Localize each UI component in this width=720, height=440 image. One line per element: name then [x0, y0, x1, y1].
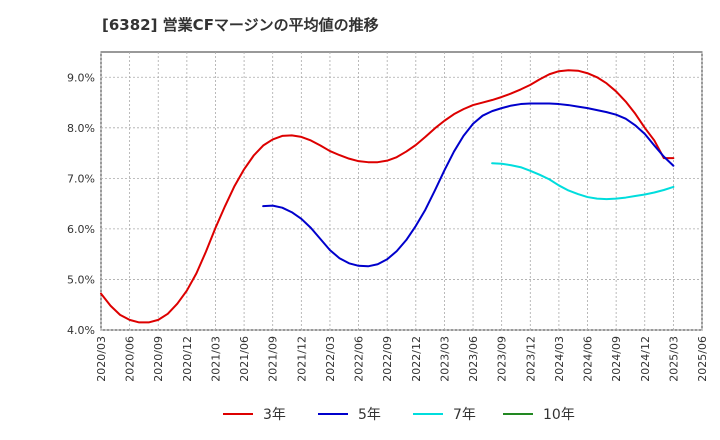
plot-frame	[100, 51, 703, 331]
chart-title: [6382] 営業CFマージンの平均値の推移	[102, 16, 379, 34]
x-tick-label: 2024/09	[610, 336, 623, 382]
x-tick-label: 2025/03	[667, 336, 680, 382]
x-tick-label: 2025/06	[696, 336, 709, 382]
x-tick-label: 2020/09	[152, 336, 165, 382]
y-tick-label: 6.0%	[67, 223, 95, 236]
x-tick-label: 2021/03	[209, 336, 222, 382]
legend-label-1: 3年	[263, 407, 286, 423]
legend-label-4: 10年	[543, 407, 575, 423]
x-tick-label: 2020/12	[181, 336, 194, 382]
x-tick-label: 2022/06	[353, 336, 366, 382]
x-tick-label: 2024/12	[639, 336, 652, 382]
x-tick-label: 2022/09	[381, 336, 394, 382]
y-tick-label: 4.0%	[67, 324, 95, 337]
x-tick-label: 2023/06	[467, 336, 480, 382]
x-tick-label: 2023/12	[524, 336, 537, 382]
series-line-2	[262, 102, 675, 268]
x-tick-label: 2021/06	[238, 336, 251, 382]
legend-label-3: 7年	[453, 407, 476, 423]
x-tick-label: 2021/12	[295, 336, 308, 382]
x-tick-label: 2021/09	[267, 336, 280, 382]
x-tick-label: 2023/03	[438, 336, 451, 382]
y-tick-label: 8.0%	[67, 122, 95, 135]
x-tick-label: 2024/06	[582, 336, 595, 382]
x-tick-label: 2022/03	[324, 336, 337, 382]
y-tick-label: 5.0%	[67, 273, 95, 286]
series-line-1	[100, 69, 675, 324]
x-tick-label: 2020/06	[124, 336, 137, 382]
plot-area: 4.0% 5.0% 6.0% 7.0% 8.0% 9.0% 2020/03 2020/06 20…	[67, 51, 709, 382]
x-tick-label: 2020/03	[95, 336, 108, 382]
y-tick-label: 9.0%	[67, 71, 95, 84]
legend-label-2: 5年	[358, 407, 381, 423]
series-line-3	[491, 162, 675, 201]
x-tick-label: 2023/09	[496, 336, 509, 382]
legend: 3年 5年 7年 10年	[223, 407, 575, 423]
y-tick-label: 7.0%	[67, 172, 95, 185]
x-tick-label: 2022/12	[410, 336, 423, 382]
x-tick-label: 2024/03	[553, 336, 566, 382]
